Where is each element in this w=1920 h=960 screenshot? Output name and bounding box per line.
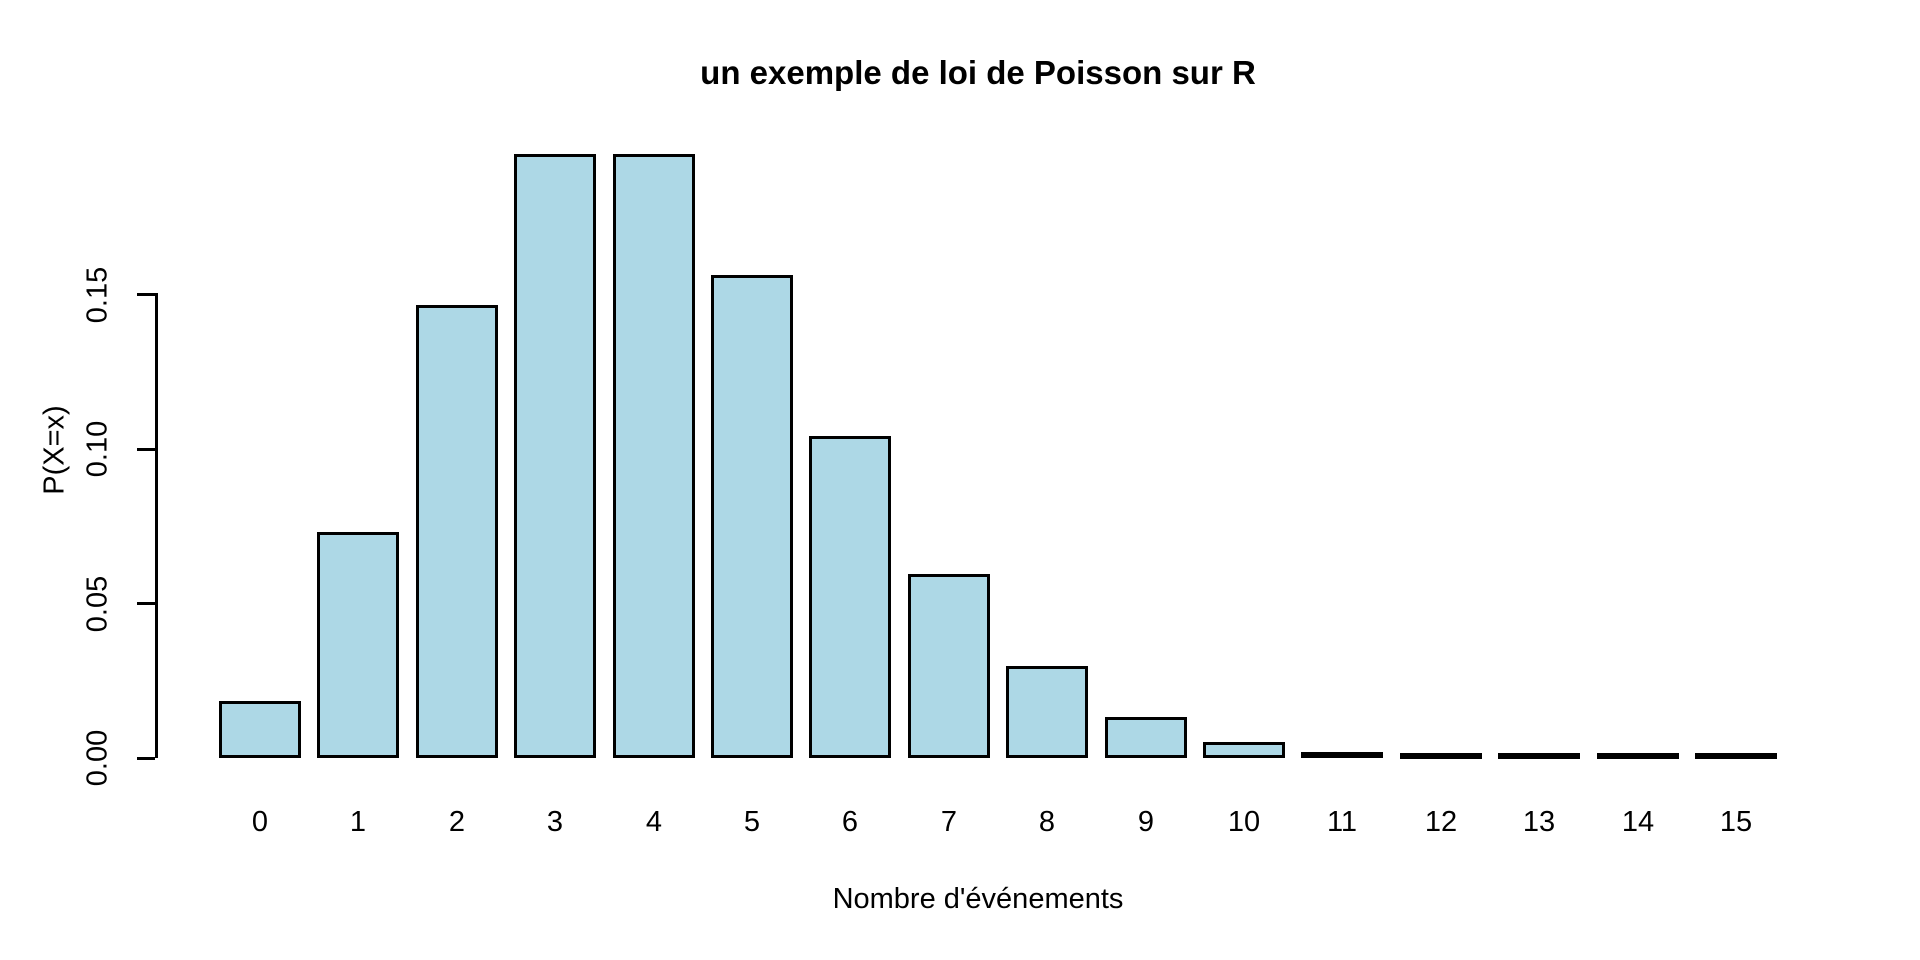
y-tick-label-text: 0.10	[81, 420, 114, 478]
bar-15	[1695, 753, 1777, 759]
x-tick-label-8: 8	[1038, 806, 1056, 838]
x-tick-label-9: 9	[1137, 806, 1155, 838]
bar-14	[1597, 753, 1679, 759]
bar-8	[1006, 666, 1088, 758]
x-tick-label-11: 11	[1326, 806, 1358, 838]
y-axis-line	[155, 293, 158, 758]
bar-12	[1400, 753, 1482, 759]
bar-2	[416, 305, 498, 758]
chart-title: un exemple de loi de Poisson sur R	[700, 54, 1256, 91]
x-tick-label-7: 7	[940, 806, 958, 838]
bar-6	[809, 436, 891, 758]
y-axis-title-text: P(X=x)	[38, 405, 71, 495]
bar-3	[514, 154, 596, 758]
y-tick-label-text: 0.15	[81, 266, 114, 323]
x-tick-label-10: 10	[1227, 806, 1261, 838]
bar-5	[711, 275, 793, 758]
bar-4	[613, 154, 695, 758]
y-tick-mark-0.05	[137, 602, 155, 605]
bar-10	[1203, 742, 1285, 758]
y-tick-mark-0.15	[137, 293, 155, 296]
bar-0	[219, 701, 301, 758]
bar-13	[1498, 753, 1580, 759]
bar-9	[1105, 717, 1187, 758]
x-tick-label-6: 6	[841, 806, 859, 838]
x-tick-label-0: 0	[251, 806, 269, 838]
y-tick-label-text: 0.00	[81, 729, 114, 787]
x-tick-label-3: 3	[546, 806, 564, 838]
y-tick-mark-0.10	[137, 447, 155, 451]
x-tick-label-14: 14	[1621, 806, 1655, 838]
x-tick-label-13: 13	[1522, 806, 1556, 838]
x-tick-label-4: 4	[645, 806, 663, 838]
x-axis-title: Nombre d'événements	[832, 883, 1124, 915]
bar-7	[908, 574, 990, 758]
bar-1	[317, 532, 399, 758]
y-tick-mark-0.00	[137, 756, 155, 760]
x-tick-label-15: 15	[1719, 806, 1753, 838]
x-tick-label-1: 1	[349, 806, 367, 838]
x-tick-label-12: 12	[1424, 806, 1458, 838]
y-tick-label-text: 0.05	[81, 575, 114, 632]
bar-11	[1301, 752, 1383, 758]
x-tick-label-5: 5	[743, 806, 761, 838]
x-tick-label-2: 2	[448, 806, 466, 838]
